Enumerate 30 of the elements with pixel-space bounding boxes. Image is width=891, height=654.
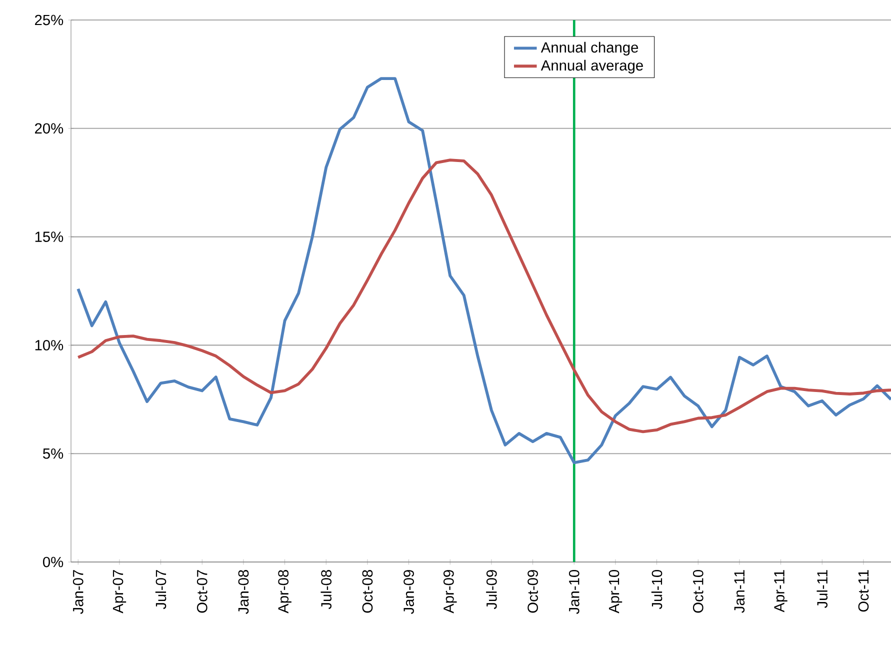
x-tick-label: Jan-08: [238, 570, 249, 614]
x-tick-label: Apr-10: [608, 570, 622, 614]
x-tick-label: Jan-07: [72, 570, 84, 614]
legend-label: Annual change: [540, 42, 638, 56]
x-tick-label: Oct-07: [196, 570, 208, 613]
line-series: [76, 158, 891, 434]
x-tick-label: Oct-08: [362, 570, 373, 613]
x-tick-label: Apr-11: [774, 570, 788, 612]
y-tick-label: 20%: [35, 123, 64, 134]
y-tick-label: 15%: [35, 232, 64, 242]
x-tick-label: Apr-09: [443, 570, 457, 614]
x-tick-label: Jul-08: [320, 570, 332, 610]
x-tick-label: Oct-11: [858, 570, 869, 612]
y-tick-label: 0%: [42, 556, 64, 568]
line-series: [76, 77, 891, 464]
x-tick-label: Jan-10: [568, 570, 580, 614]
x-tick-label: Jan-11: [734, 570, 745, 613]
x-tick-label: Apr-08: [278, 570, 292, 614]
x-tick-label: Apr-07: [112, 570, 126, 614]
x-tick-label: Oct-09: [528, 570, 538, 613]
x-tick-label: Jan-09: [404, 570, 414, 614]
y-tick-label: 25%: [35, 14, 64, 26]
y-tick-label: 10%: [35, 340, 64, 350]
y-tick-label: 5%: [43, 448, 64, 459]
x-tick-label: Jul-10: [651, 570, 662, 610]
x-tick-label: Jul-07: [155, 570, 166, 610]
x-tick-label: Jul-09: [486, 570, 497, 610]
x-tick-label: Jul-11: [816, 570, 828, 608]
x-tick-label: Oct-10: [692, 570, 704, 613]
legend-label: Annual average: [540, 60, 643, 74]
